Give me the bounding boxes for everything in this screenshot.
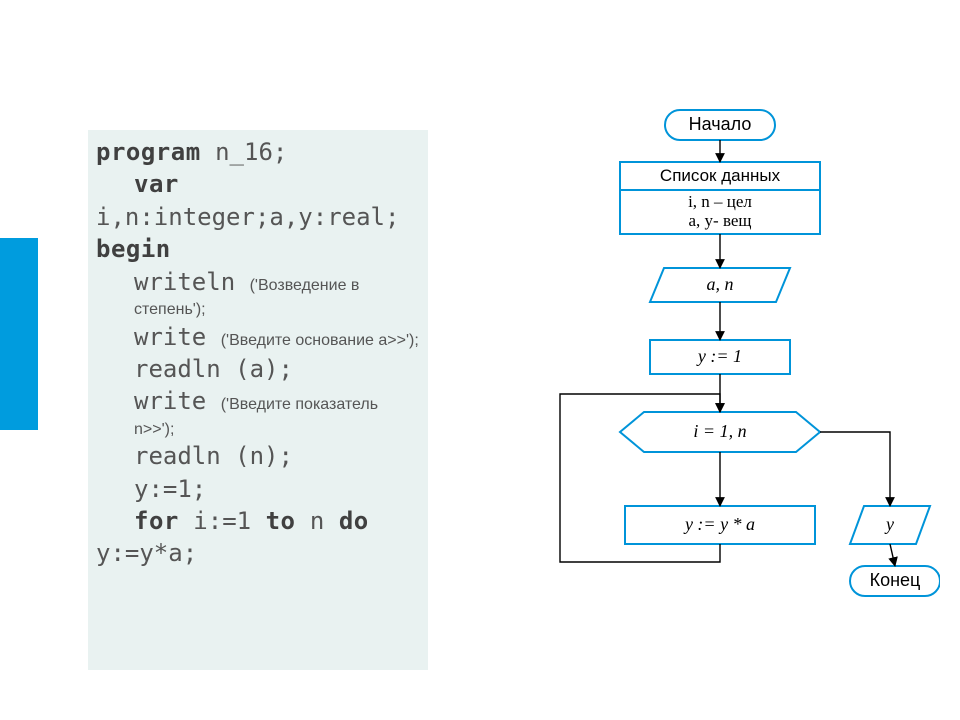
code-text: n_16; <box>201 138 288 166</box>
code-line-10: y:=1; <box>134 473 420 505</box>
flow-node-label: i = 1, n <box>620 412 820 452</box>
fn-write1: write <box>134 323 221 351</box>
code-line-9: readln (n); <box>134 440 420 472</box>
kw-program: program <box>96 138 201 166</box>
fn-write2: write <box>134 387 221 415</box>
for-mid: i:=1 <box>179 507 266 535</box>
flow-node-label: y := 1 <box>650 340 790 374</box>
flow-node-label: Начало <box>665 110 775 140</box>
flow-node-label: y <box>850 506 930 544</box>
code-line-6: write ('Введите основание a>>'); <box>134 321 420 353</box>
for-mid2: n <box>295 507 338 535</box>
code-panel: program n_16; var i,n:integer;a,y:real; … <box>88 130 428 670</box>
code-line-11: for i:=1 to n do <box>134 505 420 537</box>
kw-var: var <box>134 170 179 198</box>
flow-node-label: Конец <box>850 566 940 596</box>
flow-node-label: a, n <box>650 268 790 302</box>
kw-to: to <box>266 507 296 535</box>
code-line-8: write ('Введите показатель n>>'); <box>134 385 420 440</box>
code-line-5: writeln ('Возведение в степень'); <box>134 266 420 321</box>
stage: program n_16; var i,n:integer;a,y:real; … <box>0 0 960 720</box>
accent-stripe <box>0 238 38 430</box>
code-line-7: readln (a); <box>134 353 420 385</box>
code-line-2: var <box>134 168 420 200</box>
kw-begin: begin <box>96 235 171 263</box>
flow-node-label: y := y * a <box>625 506 815 544</box>
code-line-4: begin <box>96 233 420 265</box>
code-line-1: program n_16; <box>96 136 420 168</box>
code-line-3: i,n:integer;a,y:real; <box>96 201 420 233</box>
flow-node-label: i, n – целa, y- вещ <box>620 190 820 234</box>
code-line-12: y:=y*a; <box>96 537 420 569</box>
arg-write1: ('Введите основание a>>'); <box>221 332 419 349</box>
kw-for: for <box>134 507 179 535</box>
fn-writeln: writeln <box>134 268 250 296</box>
flowchart: Начало Список данныхi, n – целa, y- вещ a,… <box>470 100 940 640</box>
kw-do: do <box>339 507 369 535</box>
flow-node-label: Список данных <box>620 162 820 190</box>
